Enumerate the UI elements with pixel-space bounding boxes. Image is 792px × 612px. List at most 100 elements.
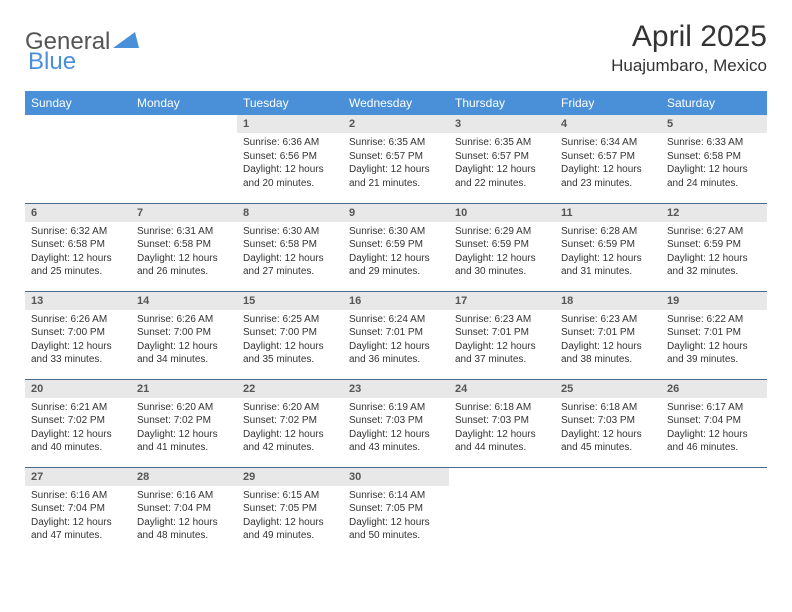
day-info: Sunrise: 6:16 AMSunset: 7:04 PMDaylight:…	[25, 486, 131, 549]
calendar-cell: 18Sunrise: 6:23 AMSunset: 7:01 PMDayligh…	[555, 291, 661, 379]
day-number: 2	[343, 115, 449, 133]
day-info: Sunrise: 6:22 AMSunset: 7:01 PMDaylight:…	[661, 310, 767, 373]
day-info: Sunrise: 6:21 AMSunset: 7:02 PMDaylight:…	[25, 398, 131, 461]
weekday-header: Friday	[555, 91, 661, 115]
day-number: 8	[237, 204, 343, 222]
day-number: 11	[555, 204, 661, 222]
day-number: 4	[555, 115, 661, 133]
calendar-cell: 15Sunrise: 6:25 AMSunset: 7:00 PMDayligh…	[237, 291, 343, 379]
calendar-cell: ..	[555, 467, 661, 555]
day-number: 26	[661, 380, 767, 398]
day-number: 29	[237, 468, 343, 486]
day-number: 17	[449, 292, 555, 310]
day-info: Sunrise: 6:30 AMSunset: 6:59 PMDaylight:…	[343, 222, 449, 285]
day-number: 13	[25, 292, 131, 310]
day-info: Sunrise: 6:20 AMSunset: 7:02 PMDaylight:…	[131, 398, 237, 461]
calendar-cell: 5Sunrise: 6:33 AMSunset: 6:58 PMDaylight…	[661, 115, 767, 203]
calendar-table: SundayMondayTuesdayWednesdayThursdayFrid…	[25, 91, 767, 555]
calendar-cell: 20Sunrise: 6:21 AMSunset: 7:02 PMDayligh…	[25, 379, 131, 467]
weekday-header: Monday	[131, 91, 237, 115]
day-number: 18	[555, 292, 661, 310]
day-info: Sunrise: 6:23 AMSunset: 7:01 PMDaylight:…	[555, 310, 661, 373]
logo-text-blue: Blue	[28, 48, 76, 76]
calendar-cell: 29Sunrise: 6:15 AMSunset: 7:05 PMDayligh…	[237, 467, 343, 555]
day-info: Sunrise: 6:31 AMSunset: 6:58 PMDaylight:…	[131, 222, 237, 285]
calendar-row: 6Sunrise: 6:32 AMSunset: 6:58 PMDaylight…	[25, 203, 767, 291]
day-info: Sunrise: 6:27 AMSunset: 6:59 PMDaylight:…	[661, 222, 767, 285]
day-info: Sunrise: 6:35 AMSunset: 6:57 PMDaylight:…	[449, 133, 555, 196]
day-info: Sunrise: 6:25 AMSunset: 7:00 PMDaylight:…	[237, 310, 343, 373]
day-number: 15	[237, 292, 343, 310]
day-number: 6	[25, 204, 131, 222]
calendar-cell: ..	[661, 467, 767, 555]
weekday-header-row: SundayMondayTuesdayWednesdayThursdayFrid…	[25, 91, 767, 115]
day-number: 23	[343, 380, 449, 398]
calendar-cell: 23Sunrise: 6:19 AMSunset: 7:03 PMDayligh…	[343, 379, 449, 467]
day-number: 22	[237, 380, 343, 398]
day-info: Sunrise: 6:23 AMSunset: 7:01 PMDaylight:…	[449, 310, 555, 373]
calendar-cell: 3Sunrise: 6:35 AMSunset: 6:57 PMDaylight…	[449, 115, 555, 203]
day-number: 24	[449, 380, 555, 398]
calendar-cell: 28Sunrise: 6:16 AMSunset: 7:04 PMDayligh…	[131, 467, 237, 555]
day-info: Sunrise: 6:14 AMSunset: 7:05 PMDaylight:…	[343, 486, 449, 549]
day-number: 12	[661, 204, 767, 222]
day-number: 25	[555, 380, 661, 398]
day-info: Sunrise: 6:17 AMSunset: 7:04 PMDaylight:…	[661, 398, 767, 461]
weekday-header: Thursday	[449, 91, 555, 115]
day-info: Sunrise: 6:36 AMSunset: 6:56 PMDaylight:…	[237, 133, 343, 196]
triangle-icon	[113, 30, 139, 55]
calendar-cell: 10Sunrise: 6:29 AMSunset: 6:59 PMDayligh…	[449, 203, 555, 291]
day-number: 3	[449, 115, 555, 133]
day-number: 20	[25, 380, 131, 398]
calendar-cell: 21Sunrise: 6:20 AMSunset: 7:02 PMDayligh…	[131, 379, 237, 467]
day-info: Sunrise: 6:33 AMSunset: 6:58 PMDaylight:…	[661, 133, 767, 196]
calendar-cell: 27Sunrise: 6:16 AMSunset: 7:04 PMDayligh…	[25, 467, 131, 555]
day-number: 21	[131, 380, 237, 398]
day-info: Sunrise: 6:16 AMSunset: 7:04 PMDaylight:…	[131, 486, 237, 549]
calendar-cell: ..	[25, 115, 131, 203]
day-number: 28	[131, 468, 237, 486]
calendar-cell: 11Sunrise: 6:28 AMSunset: 6:59 PMDayligh…	[555, 203, 661, 291]
day-info: Sunrise: 6:19 AMSunset: 7:03 PMDaylight:…	[343, 398, 449, 461]
calendar-row: 27Sunrise: 6:16 AMSunset: 7:04 PMDayligh…	[25, 467, 767, 555]
day-number: 14	[131, 292, 237, 310]
title-block: April 2025 Huajumbaro, Mexico	[611, 20, 767, 76]
calendar-cell: 25Sunrise: 6:18 AMSunset: 7:03 PMDayligh…	[555, 379, 661, 467]
calendar-cell: ..	[449, 467, 555, 555]
day-info: Sunrise: 6:30 AMSunset: 6:58 PMDaylight:…	[237, 222, 343, 285]
weekday-header: Sunday	[25, 91, 131, 115]
day-number: 30	[343, 468, 449, 486]
calendar-cell: ..	[131, 115, 237, 203]
calendar-cell: 16Sunrise: 6:24 AMSunset: 7:01 PMDayligh…	[343, 291, 449, 379]
calendar-cell: 14Sunrise: 6:26 AMSunset: 7:00 PMDayligh…	[131, 291, 237, 379]
weekday-header: Saturday	[661, 91, 767, 115]
calendar-cell: 12Sunrise: 6:27 AMSunset: 6:59 PMDayligh…	[661, 203, 767, 291]
day-info: Sunrise: 6:18 AMSunset: 7:03 PMDaylight:…	[449, 398, 555, 461]
calendar-cell: 9Sunrise: 6:30 AMSunset: 6:59 PMDaylight…	[343, 203, 449, 291]
day-number: 16	[343, 292, 449, 310]
calendar-cell: 2Sunrise: 6:35 AMSunset: 6:57 PMDaylight…	[343, 115, 449, 203]
day-number: 19	[661, 292, 767, 310]
calendar-cell: 19Sunrise: 6:22 AMSunset: 7:01 PMDayligh…	[661, 291, 767, 379]
day-info: Sunrise: 6:32 AMSunset: 6:58 PMDaylight:…	[25, 222, 131, 285]
day-info: Sunrise: 6:34 AMSunset: 6:57 PMDaylight:…	[555, 133, 661, 196]
day-number: 27	[25, 468, 131, 486]
calendar-cell: 22Sunrise: 6:20 AMSunset: 7:02 PMDayligh…	[237, 379, 343, 467]
calendar-cell: 8Sunrise: 6:30 AMSunset: 6:58 PMDaylight…	[237, 203, 343, 291]
calendar-cell: 4Sunrise: 6:34 AMSunset: 6:57 PMDaylight…	[555, 115, 661, 203]
calendar-cell: 30Sunrise: 6:14 AMSunset: 7:05 PMDayligh…	[343, 467, 449, 555]
calendar-cell: 13Sunrise: 6:26 AMSunset: 7:00 PMDayligh…	[25, 291, 131, 379]
day-info: Sunrise: 6:24 AMSunset: 7:01 PMDaylight:…	[343, 310, 449, 373]
day-number: 1	[237, 115, 343, 133]
day-info: Sunrise: 6:26 AMSunset: 7:00 PMDaylight:…	[131, 310, 237, 373]
calendar-cell: 26Sunrise: 6:17 AMSunset: 7:04 PMDayligh…	[661, 379, 767, 467]
month-year: April 2025	[611, 20, 767, 54]
calendar-cell: 7Sunrise: 6:31 AMSunset: 6:58 PMDaylight…	[131, 203, 237, 291]
day-number: 9	[343, 204, 449, 222]
day-info: Sunrise: 6:15 AMSunset: 7:05 PMDaylight:…	[237, 486, 343, 549]
header: General April 2025 Huajumbaro, Mexico	[25, 20, 767, 76]
day-info: Sunrise: 6:20 AMSunset: 7:02 PMDaylight:…	[237, 398, 343, 461]
day-number: 10	[449, 204, 555, 222]
calendar-cell: 17Sunrise: 6:23 AMSunset: 7:01 PMDayligh…	[449, 291, 555, 379]
calendar-row: 13Sunrise: 6:26 AMSunset: 7:00 PMDayligh…	[25, 291, 767, 379]
